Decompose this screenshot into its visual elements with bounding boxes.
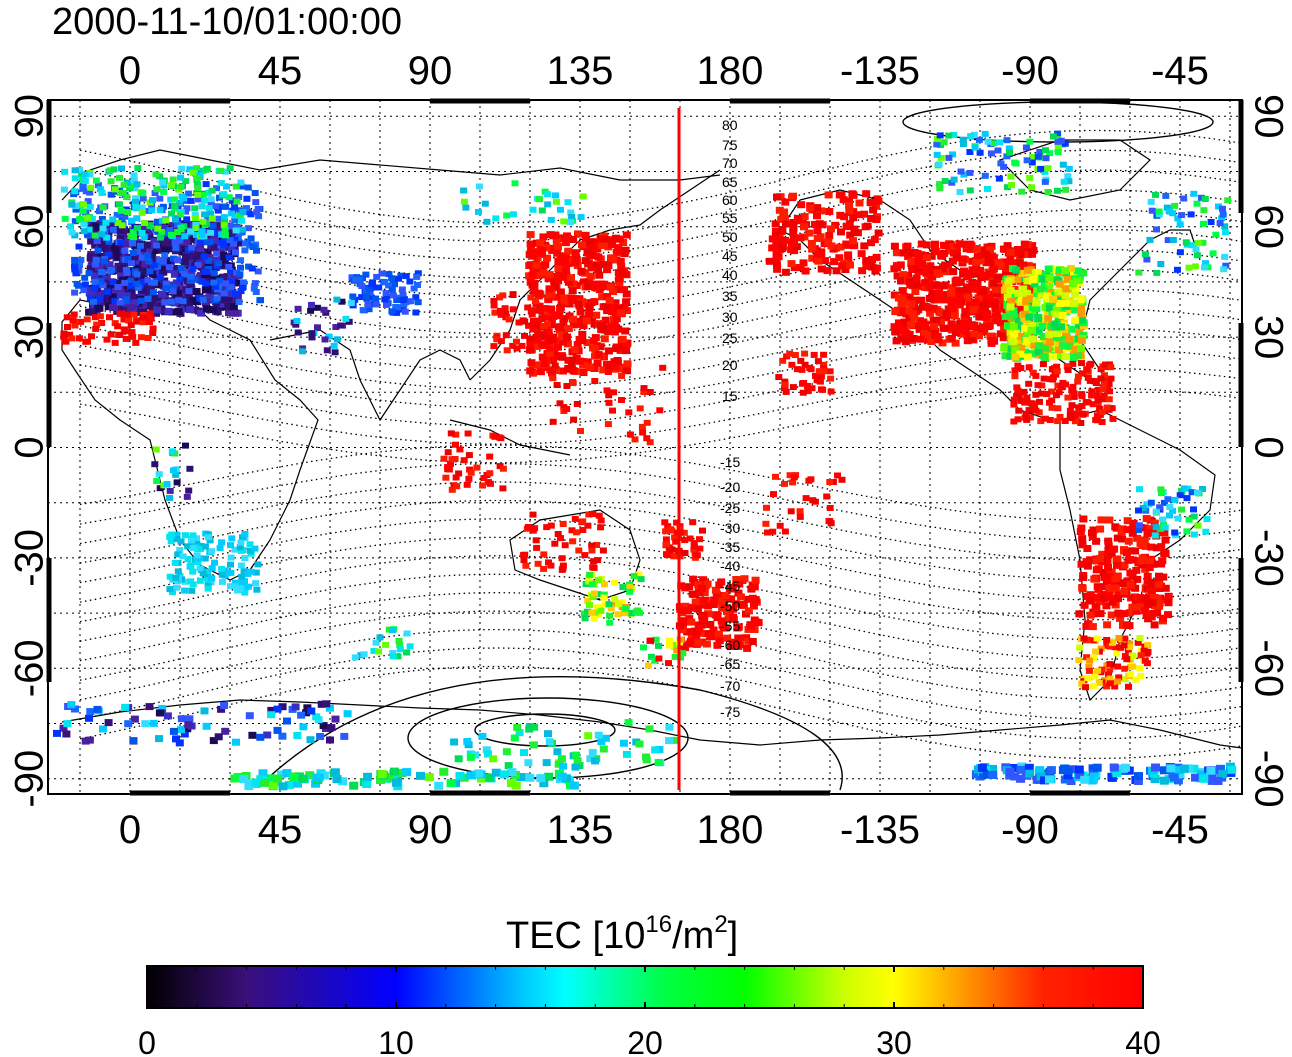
contour-label: 20 <box>722 357 738 373</box>
contour-label: -55 <box>720 618 740 634</box>
timestamp-title: 2000-11-10/01:00:00 <box>52 1 402 43</box>
contour-label: 55 <box>722 210 738 226</box>
contour-label: -40 <box>720 558 740 574</box>
contour-label: -45 <box>720 578 740 594</box>
x-tick-top: -135 <box>840 49 920 93</box>
contour-label: 25 <box>722 330 738 346</box>
x-tick-bottom: 0 <box>119 808 141 852</box>
y-tick-right: 60 <box>1246 204 1290 249</box>
colorbar-tick-label: 20 <box>627 1025 663 1057</box>
x-tick-top: -90 <box>1001 49 1059 93</box>
x-tick-bottom: -45 <box>1151 808 1209 852</box>
colorbar-tick-label: 0 <box>138 1025 156 1057</box>
tec-map: 80 75 70 65 60 55 50 45 40 35 30 25 20 15 -15 -20 -25 -30… <box>46 98 1244 796</box>
frame-bars <box>46 98 1244 796</box>
x-tick-top: 45 <box>258 49 303 93</box>
y-tick-left: 60 <box>8 204 52 249</box>
contour-label: 80 <box>722 117 738 133</box>
y-axis-left: 90 60 30 0 -30 -60 -90 <box>8 94 52 808</box>
contour-label: 40 <box>722 267 738 283</box>
contour-label: 60 <box>722 192 738 208</box>
y-tick-right: -60 <box>1246 639 1290 697</box>
colorbar: TEC [1016/m2] 0 10 20 30 40 <box>138 911 1161 1057</box>
x-tick-bottom: 180 <box>697 808 764 852</box>
contour-label: -15 <box>720 454 740 470</box>
x-tick-top: 135 <box>547 49 614 93</box>
colorbar-title: TEC [1016/m2] <box>506 911 738 957</box>
contour-label: 75 <box>722 137 738 153</box>
y-tick-left: 90 <box>8 94 52 139</box>
y-tick-right: 90 <box>1246 94 1290 139</box>
contour-label: -50 <box>720 598 740 614</box>
x-tick-top: 180 <box>697 49 764 93</box>
x-tick-top: -45 <box>1151 49 1209 93</box>
colorbar-tick-label: 10 <box>378 1025 414 1057</box>
x-tick-top: 90 <box>408 49 453 93</box>
contour-label: 35 <box>722 288 738 304</box>
y-tick-right: 0 <box>1246 436 1290 458</box>
y-tick-right: -90 <box>1246 750 1290 808</box>
tec-data-points <box>53 130 1237 791</box>
x-axis-top: 0 45 90 135 180 -135 -90 -45 <box>119 49 1209 93</box>
contour-label: -35 <box>720 539 740 555</box>
contour-label: 45 <box>722 248 738 264</box>
y-tick-left: 0 <box>8 436 52 458</box>
contour-label: -65 <box>720 656 740 672</box>
contour-label: -30 <box>720 520 740 536</box>
x-tick-bottom: 135 <box>547 808 614 852</box>
y-axis-right: 90 60 30 0 -30 -60 -90 <box>1246 94 1290 808</box>
y-tick-right: -30 <box>1246 529 1290 587</box>
y-tick-left: -60 <box>8 639 52 697</box>
colorbar-tick-label: 30 <box>876 1025 912 1057</box>
x-tick-top: 0 <box>119 49 141 93</box>
x-tick-bottom: -135 <box>840 808 920 852</box>
x-tick-bottom: 45 <box>258 808 303 852</box>
colorbar-tick-label: 40 <box>1125 1025 1161 1057</box>
x-tick-bottom: -90 <box>1001 808 1059 852</box>
contour-label: 15 <box>722 388 738 404</box>
contour-label: 50 <box>722 229 738 245</box>
contour-label: -20 <box>720 479 740 495</box>
contour-label: 65 <box>722 174 738 190</box>
x-axis-bottom: 0 45 90 135 180 -135 -90 -45 <box>119 808 1209 852</box>
y-tick-right: 30 <box>1246 315 1290 360</box>
x-tick-bottom: 90 <box>408 808 453 852</box>
colorbar-ticks: 0 10 20 30 40 <box>138 966 1161 1057</box>
y-tick-left: -90 <box>8 750 52 808</box>
contour-label: -70 <box>720 678 740 694</box>
contour-label: 30 <box>722 309 738 325</box>
contour-label: -75 <box>720 704 740 720</box>
y-tick-left: 30 <box>8 315 52 360</box>
contour-label: -60 <box>720 637 740 653</box>
colorbar-gradient <box>146 965 1144 1009</box>
contour-label: 70 <box>722 155 738 171</box>
contour-label: -25 <box>720 500 740 516</box>
contour-labels: 80 75 70 65 60 55 50 45 40 35 30 25 20 15 -15 -20 -25 -30… <box>720 117 740 720</box>
y-tick-left: -30 <box>8 529 52 587</box>
